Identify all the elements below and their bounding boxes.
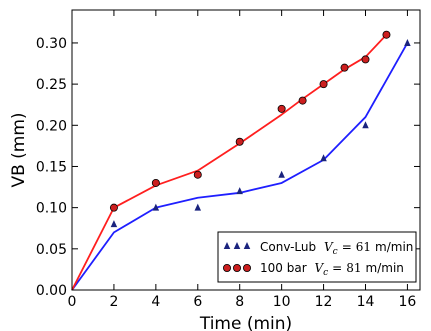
- y-tick-label: 0.00: [36, 283, 67, 299]
- legend-entry-conv-lub: Conv-Lub Vc = 61 m/min: [260, 240, 413, 257]
- legend-var: V: [314, 261, 324, 275]
- data-point-conv-lub: [278, 170, 285, 178]
- y-tick-label: 0.25: [36, 77, 67, 93]
- x-tick-label: 4: [151, 294, 160, 310]
- y-tick-label: 0.30: [36, 36, 67, 52]
- axis-ticks: 0 2 4 6 8 10 12 14 16 0.00 0.05 0.10 0.15 0.20 0.25 0.3…: [36, 10, 420, 310]
- x-tick-label: 12: [315, 294, 333, 310]
- x-tick-label: 8: [235, 294, 244, 310]
- legend-marker-conv-lub: [243, 242, 251, 249]
- legend-unit: m/min: [366, 261, 404, 275]
- legend-var-sub: c: [333, 247, 338, 257]
- data-point-conv-lub: [362, 121, 369, 129]
- x-tick-label: 10: [273, 294, 291, 310]
- data-point-100-bar: [361, 55, 370, 64]
- data-point-100-bar: [319, 80, 328, 89]
- legend-marker-conv-lub: [223, 242, 251, 249]
- plot-frame: [71, 9, 421, 291]
- legend-marker-100-bar: [222, 263, 251, 272]
- data-point-100-bar: [340, 63, 349, 72]
- legend-marker-100-bar: [232, 263, 241, 272]
- y-tick-label: 0.15: [36, 159, 67, 175]
- x-tick-label: 0: [68, 294, 77, 310]
- data-point-100-bar: [109, 203, 118, 212]
- data-point-100-bar: [277, 104, 286, 113]
- legend-var: V: [324, 240, 334, 254]
- series-line-100-bar: [71, 34, 388, 291]
- data-point-100-bar: [235, 137, 244, 146]
- y-axis-label: VB (mm): [9, 112, 29, 187]
- legend-marker-100-bar: [242, 263, 251, 272]
- data-point-100-bar: [193, 170, 202, 179]
- y-tick-label: 0.20: [36, 118, 67, 134]
- data-point-conv-lub: [110, 220, 118, 228]
- y-tick-label: 0.05: [36, 242, 67, 258]
- data-point-conv-lub: [194, 203, 202, 211]
- y-tick-label: 0.10: [36, 201, 67, 217]
- plot-area: [71, 30, 411, 291]
- data-point-100-bar: [151, 178, 160, 187]
- data-point-100-bar: [298, 96, 307, 105]
- legend-box: [217, 231, 417, 283]
- legend-series-name: 100 bar: [260, 261, 307, 275]
- x-tick-label: 16: [399, 294, 417, 310]
- legend-value: 81: [346, 261, 361, 275]
- x-tick-label: 6: [193, 294, 202, 310]
- data-point-conv-lub: [152, 203, 160, 211]
- legend-eq: =: [332, 261, 342, 275]
- legend: Conv-Lub Vc = 61 m/min 100 bar Vc = 81 m/min: [217, 231, 417, 283]
- legend-marker-conv-lub: [233, 242, 241, 249]
- data-point-conv-lub: [404, 38, 411, 46]
- legend-marker-100-bar: [222, 263, 231, 272]
- x-tick-label: 2: [109, 294, 118, 310]
- legend-eq: =: [342, 240, 352, 254]
- data-point-conv-lub: [320, 154, 327, 162]
- data-point-conv-lub: [236, 187, 243, 195]
- legend-var-sub: c: [323, 268, 328, 278]
- legend-unit: m/min: [375, 240, 413, 254]
- legend-entry-100-bar: 100 bar Vc = 81 m/min: [260, 261, 404, 278]
- x-tick-label: 14: [357, 294, 375, 310]
- legend-series-name: Conv-Lub: [260, 240, 316, 254]
- legend-marker-conv-lub: [223, 242, 231, 249]
- legend-value: 61: [356, 240, 371, 254]
- data-point-100-bar: [382, 30, 391, 39]
- x-axis-label: Time (min): [199, 314, 292, 331]
